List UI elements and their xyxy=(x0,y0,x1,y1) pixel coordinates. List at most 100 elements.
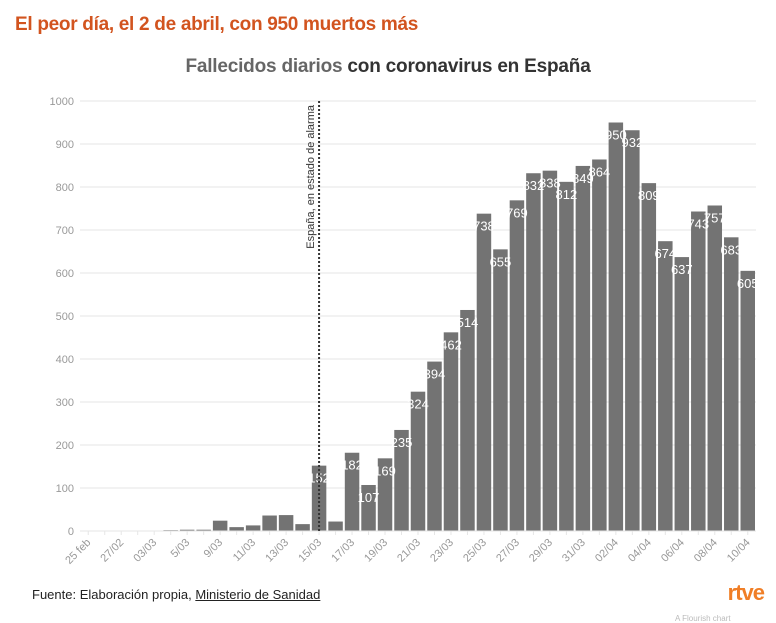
x-tick-label: 19/03 xyxy=(362,537,390,565)
x-tick-label: 10/04 xyxy=(725,537,753,565)
rtve-logo: rtve xyxy=(727,580,765,605)
data-label: 757 xyxy=(704,210,726,225)
bar xyxy=(542,170,558,531)
x-tick-label: 25 feb xyxy=(63,537,93,567)
bar xyxy=(328,521,343,531)
bar xyxy=(526,173,541,532)
x-tick-label: 15/03 xyxy=(296,537,324,565)
bar xyxy=(608,122,624,531)
data-label: 169 xyxy=(374,463,396,478)
bar xyxy=(625,130,640,532)
y-tick-label: 0 xyxy=(68,526,74,538)
y-tick-label: 1000 xyxy=(50,96,74,108)
bar xyxy=(229,527,244,531)
x-tick-label: 04/04 xyxy=(626,537,654,565)
data-labels: 1521821071692353243944625147386557698328… xyxy=(308,128,758,505)
bar xyxy=(493,249,508,531)
data-label: 769 xyxy=(506,205,528,220)
bar xyxy=(641,183,657,531)
bar xyxy=(592,159,607,532)
x-tick-label: 31/03 xyxy=(560,537,588,565)
x-tick-label: 5/03 xyxy=(169,537,193,561)
bar xyxy=(427,361,442,531)
bar xyxy=(212,520,228,531)
x-tick-label: 23/03 xyxy=(428,537,456,565)
annotation: España, en estado de alarma xyxy=(305,101,321,531)
x-tick-label: 9/03 xyxy=(202,537,226,561)
x-tick-label: 02/04 xyxy=(593,537,621,565)
bar xyxy=(658,241,673,531)
bar xyxy=(559,181,574,531)
bar xyxy=(295,524,310,531)
data-label: 637 xyxy=(671,262,693,277)
y-tick-label: 200 xyxy=(56,440,74,452)
bar xyxy=(262,515,277,531)
data-label: 812 xyxy=(556,187,578,202)
data-label: 235 xyxy=(391,435,413,450)
data-label: 864 xyxy=(589,164,611,179)
bar xyxy=(509,200,525,531)
bar xyxy=(674,257,690,531)
bar xyxy=(245,525,261,531)
data-label: 324 xyxy=(407,397,429,412)
data-label: 743 xyxy=(687,217,709,232)
data-label: 932 xyxy=(621,135,643,150)
bar xyxy=(344,452,360,531)
data-label: 182 xyxy=(341,458,363,473)
x-tick-label: 11/03 xyxy=(231,537,258,564)
flourish-credit[interactable]: A Flourish chart xyxy=(675,614,731,623)
x-axis: 25 feb 27/02 03/03 5/03 9/03 11/03 13/03 15/03 1… xyxy=(63,530,756,567)
data-label: 107 xyxy=(358,490,380,505)
data-label: 832 xyxy=(523,178,545,193)
x-tick-label: 27/03 xyxy=(494,537,522,565)
y-tick-label: 600 xyxy=(56,268,74,280)
bar xyxy=(460,309,475,531)
x-tick-label: 06/04 xyxy=(659,537,687,565)
data-label: 738 xyxy=(473,219,495,234)
source-prefix: Fuente: Elaboración propia, xyxy=(32,587,196,602)
data-label: 950 xyxy=(605,128,627,143)
data-label: 462 xyxy=(440,337,462,352)
data-label: 394 xyxy=(424,367,446,382)
y-axis: 0 100 200 300 400 500 600 700 800 900 1000 xyxy=(50,96,74,538)
bar xyxy=(278,515,294,531)
y-tick-label: 900 xyxy=(56,139,74,151)
data-label: 683 xyxy=(720,242,742,257)
data-label: 809 xyxy=(638,188,660,203)
bar xyxy=(377,458,393,531)
bar xyxy=(196,529,211,531)
bar xyxy=(179,529,195,531)
x-tick-label: 03/03 xyxy=(131,537,159,565)
x-tick-label: 27/02 xyxy=(98,537,126,565)
chart-title-part-2: con coronavirus en España xyxy=(342,56,591,77)
data-label: 838 xyxy=(539,176,561,191)
data-label: 849 xyxy=(572,171,594,186)
chart-title: Fallecidos diarios con coronavirus en Es… xyxy=(0,56,776,78)
bar xyxy=(740,270,755,531)
source-link[interactable]: Ministerio de Sanidad xyxy=(195,587,321,602)
y-tick-label: 500 xyxy=(56,311,74,323)
x-tick-label: 13/03 xyxy=(263,537,291,565)
x-tick-label: 29/03 xyxy=(527,537,555,565)
data-label: 655 xyxy=(490,254,512,269)
bar xyxy=(361,484,376,531)
x-tick-label: 17/03 xyxy=(329,537,357,565)
bar xyxy=(410,391,426,531)
data-label: 514 xyxy=(457,315,479,330)
bar xyxy=(691,211,706,531)
bar xyxy=(575,165,591,531)
headline: El peor día, el 2 de abril, con 950 muer… xyxy=(15,14,419,35)
bar xyxy=(707,205,723,532)
bars xyxy=(163,122,755,532)
alarm-state-label: España, en estado de alarma xyxy=(305,104,317,249)
bar xyxy=(443,332,459,531)
data-label: 674 xyxy=(654,246,676,261)
data-label: 605 xyxy=(737,276,759,291)
y-tick-label: 100 xyxy=(56,483,74,495)
bar xyxy=(476,213,492,531)
x-tick-label: 25/03 xyxy=(461,537,489,565)
bar xyxy=(394,429,409,531)
y-tick-label: 300 xyxy=(56,397,74,409)
chart-title-part-1: Fallecidos diarios xyxy=(185,56,343,77)
